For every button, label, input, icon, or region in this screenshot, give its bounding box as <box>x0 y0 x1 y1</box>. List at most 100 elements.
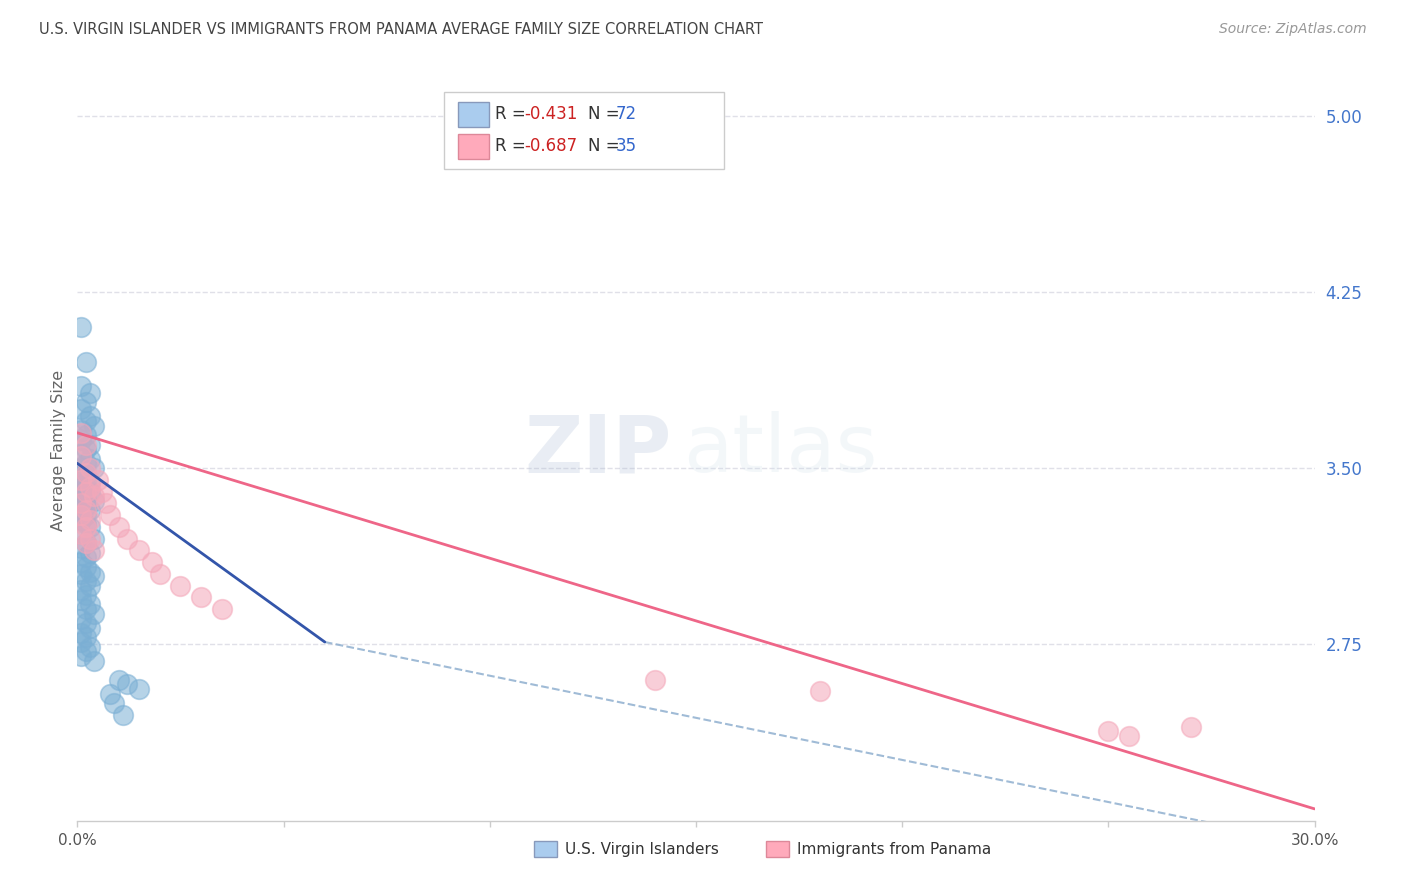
Point <box>83 461 105 475</box>
Point <box>70 592 93 607</box>
Point <box>96 496 118 510</box>
Point <box>70 541 93 555</box>
Point <box>75 559 97 574</box>
Point <box>1097 724 1119 739</box>
Point <box>70 527 93 541</box>
Point <box>75 475 97 490</box>
Point <box>115 677 138 691</box>
Point <box>1118 729 1140 743</box>
Point <box>70 635 93 649</box>
Point <box>79 409 101 424</box>
Point <box>79 520 101 534</box>
Point <box>75 489 97 503</box>
Point <box>79 480 101 494</box>
Point <box>75 550 97 565</box>
Point <box>75 644 97 658</box>
Point <box>169 579 191 593</box>
Point <box>70 496 93 510</box>
Point <box>79 640 101 654</box>
Point <box>75 414 97 428</box>
Point <box>87 473 110 487</box>
Point <box>70 425 93 440</box>
Point <box>79 484 101 499</box>
Point <box>808 684 831 698</box>
Point <box>107 673 129 687</box>
Point <box>79 579 101 593</box>
Point <box>83 569 105 583</box>
Point <box>70 433 93 447</box>
Text: Source: ZipAtlas.com: Source: ZipAtlas.com <box>1219 22 1367 37</box>
Point <box>75 574 97 588</box>
Point <box>75 466 97 480</box>
Point <box>75 588 97 602</box>
Point <box>70 611 93 625</box>
Point <box>75 395 97 409</box>
Point <box>91 484 114 499</box>
Text: ZIP: ZIP <box>524 411 671 490</box>
Point <box>83 418 105 433</box>
Point <box>79 565 101 579</box>
Point <box>79 385 101 400</box>
Text: R =: R = <box>495 137 531 155</box>
Point <box>75 456 97 470</box>
Point <box>83 489 105 503</box>
Point <box>70 508 93 522</box>
Point <box>75 508 97 522</box>
Point <box>83 532 105 546</box>
Point <box>83 494 105 508</box>
Point <box>79 598 101 612</box>
Point <box>98 508 121 522</box>
Point <box>70 566 93 581</box>
Point <box>98 687 121 701</box>
Point <box>70 480 93 494</box>
Point <box>111 707 134 722</box>
Point <box>70 320 93 334</box>
Point <box>75 499 97 513</box>
Point <box>75 466 97 480</box>
Point <box>70 379 93 393</box>
Point <box>75 484 97 499</box>
Point <box>70 649 93 664</box>
Point <box>79 621 101 635</box>
Point <box>70 461 93 475</box>
Point <box>79 503 101 517</box>
Point <box>79 461 101 475</box>
Point <box>79 546 101 560</box>
Point <box>79 451 101 466</box>
Point <box>75 630 97 644</box>
Point <box>70 555 93 569</box>
Point <box>75 602 97 616</box>
Point <box>70 402 93 417</box>
Point <box>75 616 97 631</box>
Point <box>79 475 101 490</box>
Text: atlas: atlas <box>683 411 877 490</box>
Point <box>75 355 97 369</box>
Point <box>149 566 172 581</box>
Point <box>70 501 93 516</box>
Point <box>107 520 129 534</box>
Text: 35: 35 <box>616 137 637 155</box>
Point <box>79 437 101 451</box>
Point <box>141 555 163 569</box>
Point <box>70 583 93 598</box>
Text: -0.687: -0.687 <box>524 137 578 155</box>
Text: N =: N = <box>588 105 624 123</box>
Y-axis label: Average Family Size: Average Family Size <box>51 370 66 531</box>
Point <box>79 532 101 546</box>
Point <box>128 543 150 558</box>
Text: 72: 72 <box>616 105 637 123</box>
Point <box>83 607 105 621</box>
Point <box>128 681 150 696</box>
Text: R =: R = <box>495 105 531 123</box>
Point <box>75 437 97 451</box>
Point <box>644 673 666 687</box>
Point <box>211 602 233 616</box>
Point <box>103 696 125 710</box>
Point <box>83 543 105 558</box>
Point <box>75 428 97 442</box>
Point <box>75 536 97 550</box>
Text: N =: N = <box>588 137 624 155</box>
Point <box>70 424 93 438</box>
Text: Immigrants from Panama: Immigrants from Panama <box>797 842 991 856</box>
Point <box>70 484 93 499</box>
